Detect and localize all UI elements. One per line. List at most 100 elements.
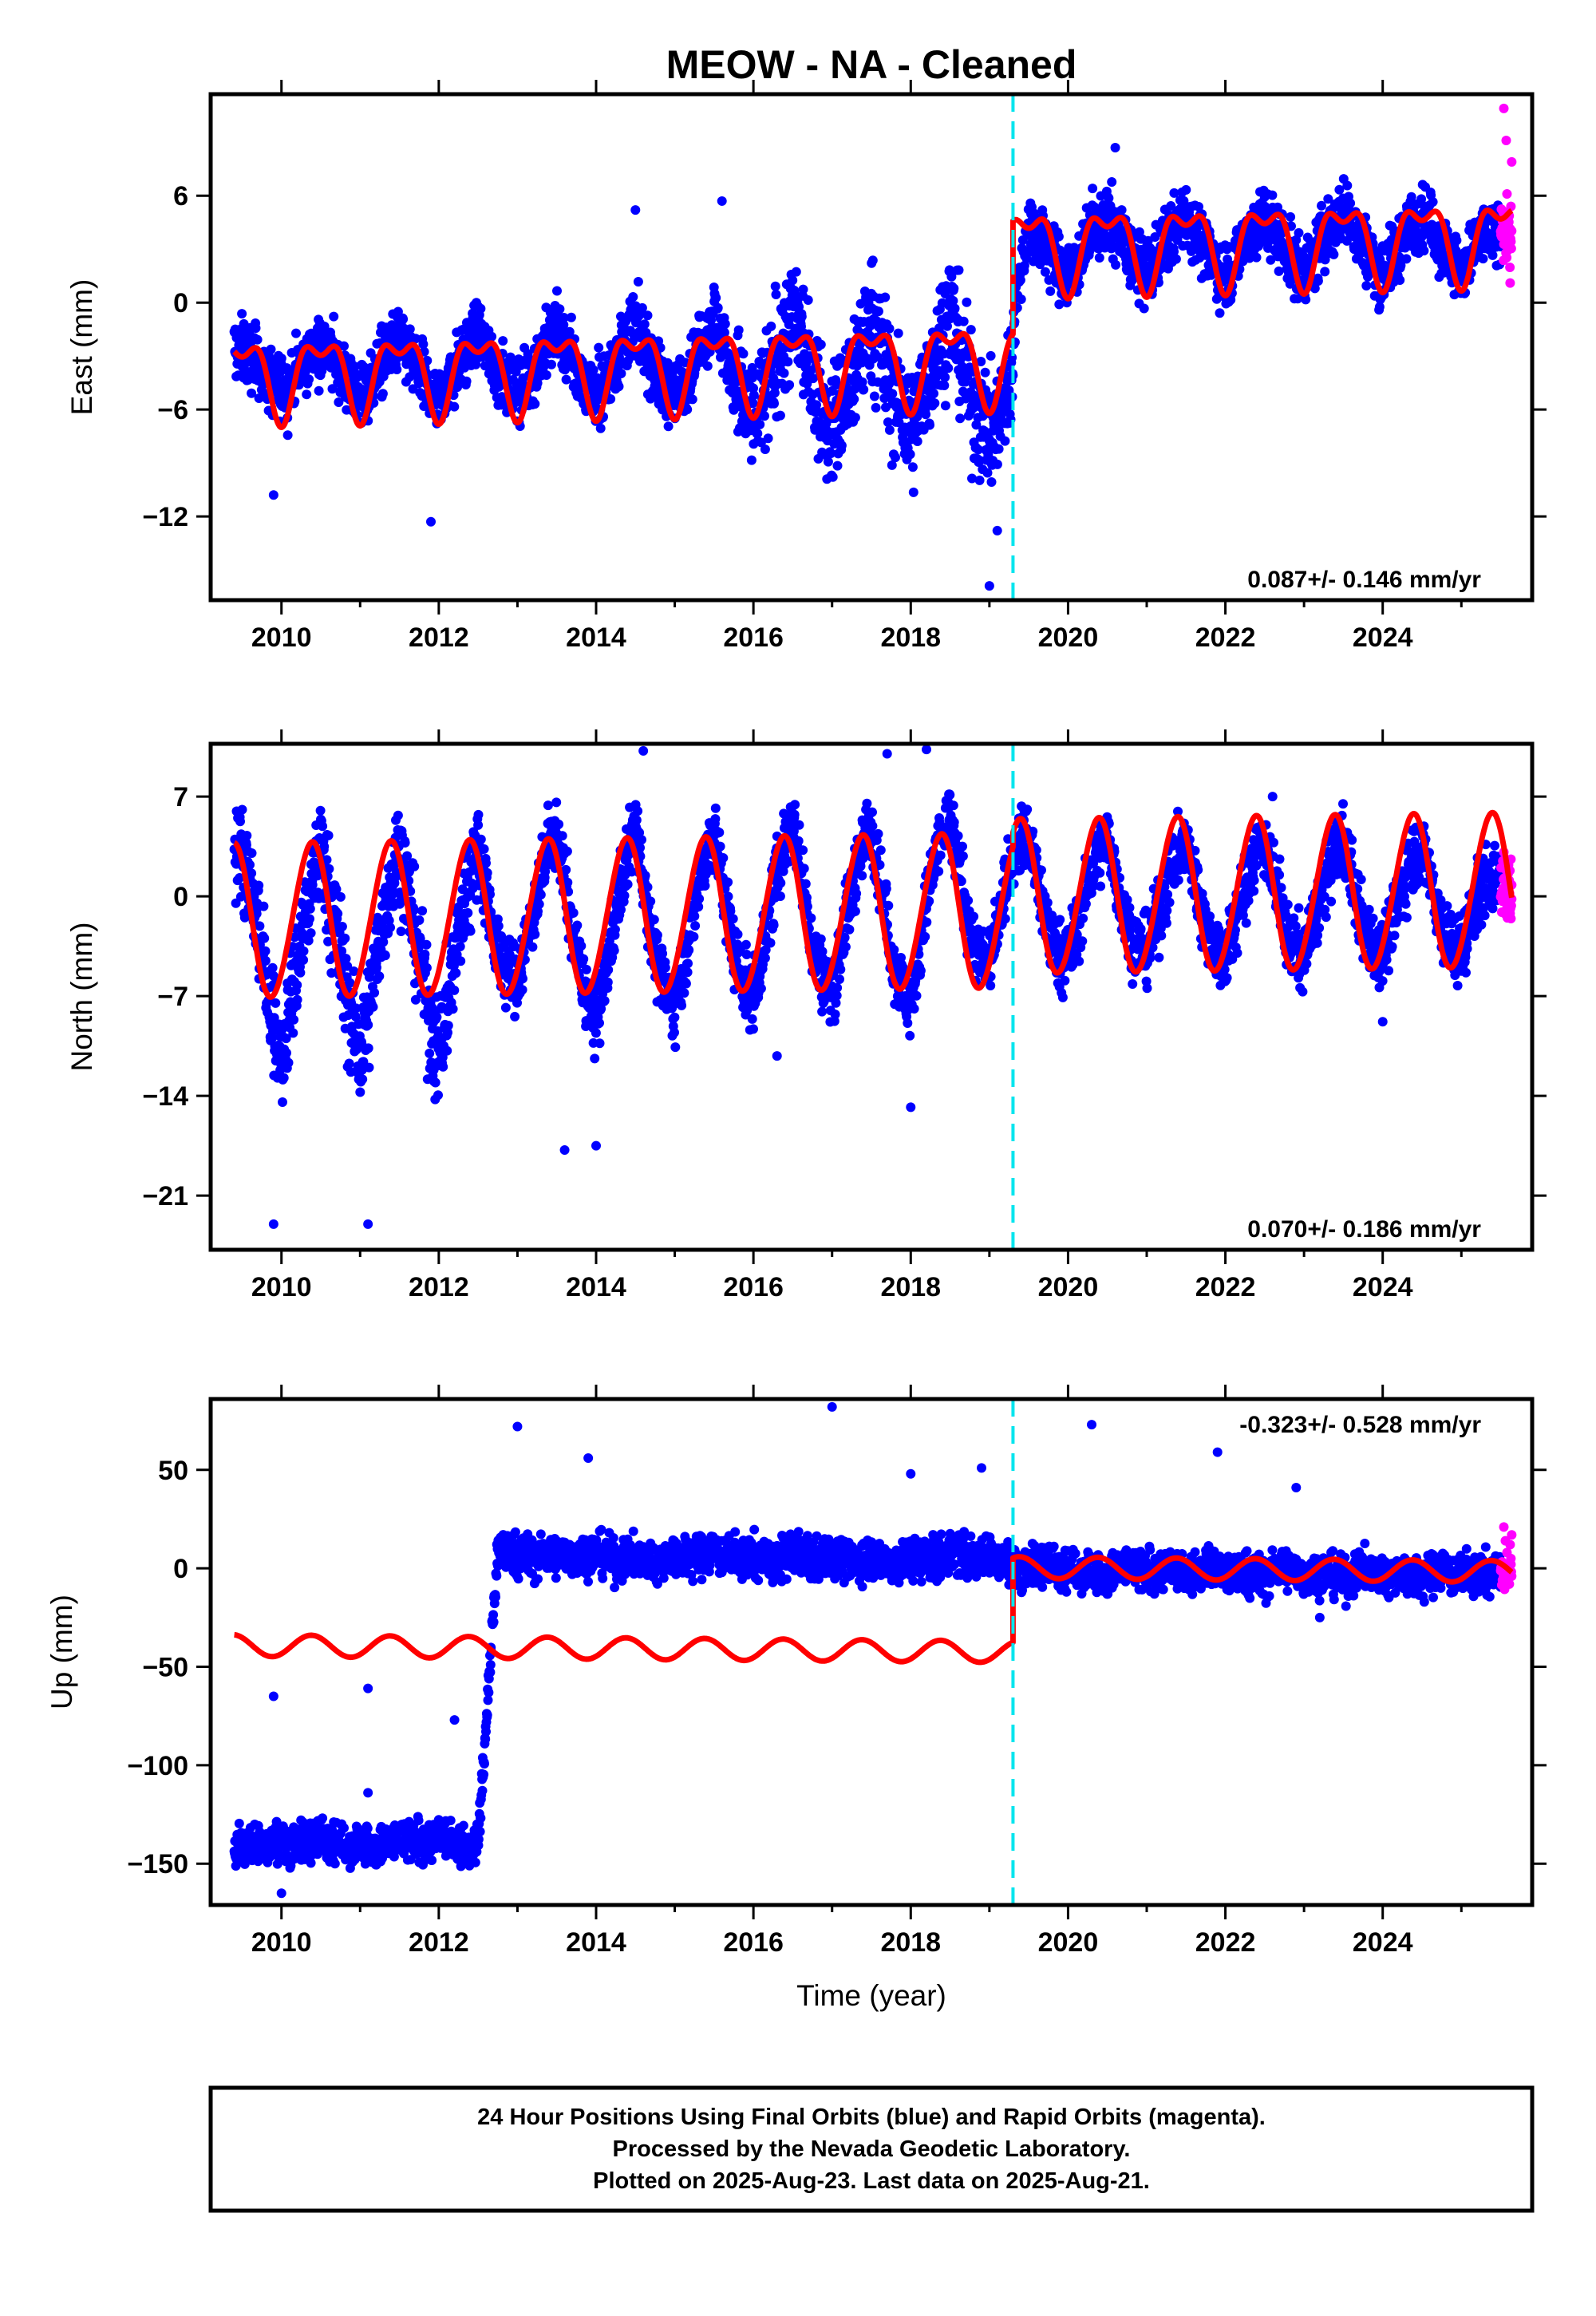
final-orbit-dot [315,805,326,816]
final-orbit-dot [749,383,758,393]
final-orbit-dot [955,413,966,424]
final-orbit-dot [966,325,976,335]
final-orbit-dot [448,1004,458,1014]
final-orbit-dot [930,398,940,409]
final-orbit-dot [992,459,1002,469]
final-orbit-dot [939,381,950,390]
final-orbit-dot [738,349,749,359]
final-orbit-dot [418,339,429,350]
final-orbit-dot [826,449,836,458]
final-orbit-dot [463,907,473,918]
rapid-orbit-dot [1499,103,1509,113]
final-orbit-dot [763,433,773,444]
final-orbit-dot [905,449,915,460]
final-orbit-dot [1169,188,1179,198]
final-orbit-dot [595,1038,605,1049]
final-orbit-dot [1054,299,1065,310]
final-orbit-dot [479,844,489,854]
final-orbit-dot [283,1057,294,1068]
final-orbit-dot [1487,250,1498,260]
final-orbit-dot [1267,190,1278,200]
final-orbit-dot [405,324,415,334]
final-orbit-dot [302,389,312,400]
final-orbit-dot [755,419,765,429]
final-orbit-dot [339,341,349,351]
final-orbit-dot [380,951,390,961]
final-orbit-dot [552,286,562,296]
final-orbit-dot [432,1012,442,1022]
final-orbit-dot [364,1062,374,1073]
final-orbit-dot [823,456,833,467]
final-orbit-dot [871,402,881,413]
final-orbit-dot [517,985,527,995]
final-orbit-dot [779,368,789,378]
final-orbit-dot [1478,254,1488,264]
y-axis-title: East (mm) [65,279,98,416]
final-orbit-dot [518,974,527,984]
final-orbit-dot [344,1058,354,1069]
final-orbit-dot [681,978,691,989]
final-orbit-dot [292,994,302,1005]
final-orbit-dot [599,996,610,1006]
final-orbit-dot [689,931,699,942]
final-orbit-dot [282,1048,291,1058]
final-orbit-dot [568,907,579,918]
final-orbit-dot [541,370,551,380]
final-orbit-dot [557,831,567,841]
final-orbit-dot [994,444,1004,454]
outlier-dot [426,516,436,527]
final-orbit-dot [421,962,432,973]
final-orbit-dot [554,819,564,829]
final-orbit-dot [254,880,264,891]
final-orbit-dot [639,319,650,330]
final-orbit-dot [948,295,958,306]
final-orbit-dot [677,1000,687,1010]
final-orbit-dot [420,949,430,959]
final-orbit-dot [1286,211,1296,222]
final-orbit-dot [276,354,286,364]
final-orbit-dot [849,394,859,405]
final-orbit-dot [1401,254,1412,264]
final-orbit-dot [476,834,486,844]
final-orbit-dot [958,316,969,326]
final-orbit-dot [976,357,986,366]
final-orbit-dot [358,1074,368,1085]
final-orbit-dot [566,312,576,322]
final-orbit-dot [1313,276,1323,286]
final-orbit-dot [771,290,781,299]
final-orbit-dot [298,946,309,956]
final-orbit-dot [1251,252,1262,263]
y-tick-label: 6 [173,181,188,211]
final-orbit-dot [247,848,257,858]
final-orbit-dot [679,988,689,998]
final-orbit-dot [255,921,265,931]
final-orbit-dot [1419,246,1429,256]
final-orbit-dot [816,339,826,350]
final-orbit-dot [760,411,769,421]
final-orbit-dot [954,265,964,275]
final-orbit-dot [929,389,938,399]
final-orbit-dot [247,868,257,879]
final-orbit-dot [828,472,838,482]
final-orbit-dot [1169,247,1179,257]
final-orbit-dot [301,366,310,377]
final-orbit-dot [505,352,516,362]
final-orbit-dot [237,804,247,815]
final-orbit-dot [974,475,985,485]
final-orbit-dot [396,927,406,936]
final-orbit-dot [747,362,757,373]
final-orbit-dot [409,861,420,871]
final-orbit-dot [720,318,730,329]
final-orbit-dot [857,377,867,387]
final-orbit-dot [1088,184,1098,194]
y-tick-label: −12 [142,502,188,532]
final-orbit-dot [912,437,922,446]
x-tick-label: 2010 [251,622,312,653]
final-orbit-dot [393,810,403,820]
final-orbit-dot [637,835,646,845]
final-orbit-dot [884,323,895,334]
final-orbit-dot [637,302,647,313]
final-orbit-dot [940,372,950,382]
final-orbit-dot [986,477,997,487]
